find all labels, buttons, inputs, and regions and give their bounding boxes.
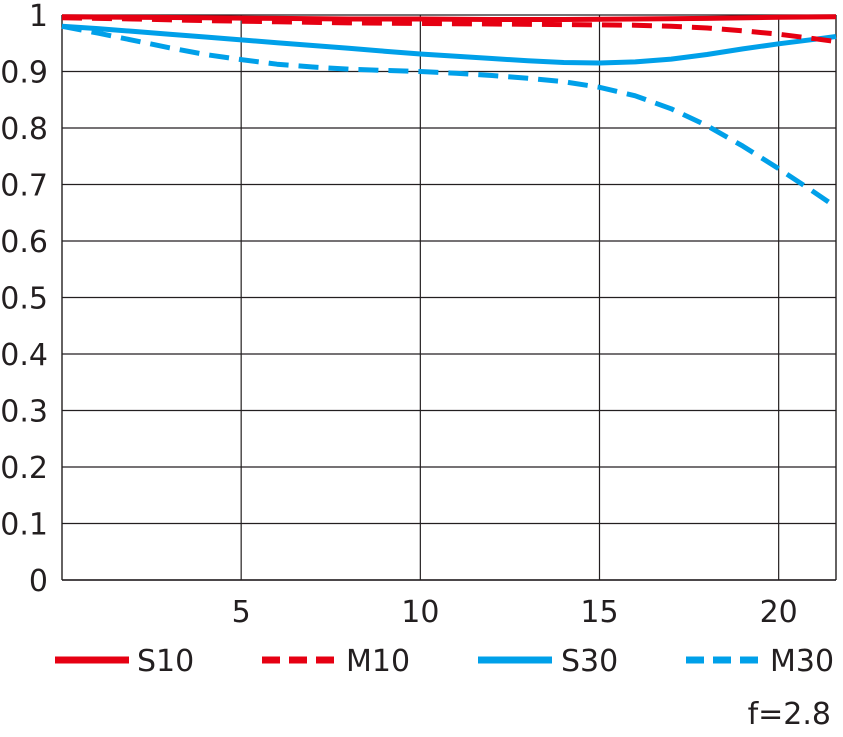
y-tick-label: 0.2 [0,451,48,486]
x-tick-labels: 5 10 15 20 [232,595,798,630]
x-tick-label: 10 [401,595,439,630]
y-tick-label: 0.8 [0,112,48,147]
y-tick-label: 0 [29,564,48,599]
grid [62,14,836,581]
y-tick-label: 0.9 [0,56,48,91]
y-tick-labels: 0 0.1 0.2 0.3 0.4 0.5 0.6 0.7 0.8 0.9 1 [0,0,48,599]
legend-label-s10: S10 [137,644,194,679]
legend-label-m10: M10 [346,644,410,679]
y-tick-label: 0.1 [0,508,48,543]
series-line-m30 [61,23,838,210]
y-tick-label: 0.3 [0,395,48,430]
x-tick-label: 20 [760,595,798,630]
legend: S10 M10 S30 M30 [55,644,834,679]
y-tick-label: 0.4 [0,338,48,373]
y-tick-label: 0.6 [0,225,48,260]
y-tick-label: 0.7 [0,169,48,204]
y-tick-label: 0.5 [0,282,48,317]
series-lines [61,14,838,210]
series-line-s10 [61,14,837,22]
x-tick-label: 5 [232,595,251,630]
series-line-s30 [61,23,837,66]
x-tick-label: 15 [580,595,618,630]
axes [61,15,837,581]
aperture-label: f=2.8 [747,697,831,732]
series-line-m10 [61,15,837,45]
legend-label-m30: M30 [770,644,834,679]
y-tick-label: 1 [29,0,48,34]
legend-label-s30: S30 [561,644,618,679]
